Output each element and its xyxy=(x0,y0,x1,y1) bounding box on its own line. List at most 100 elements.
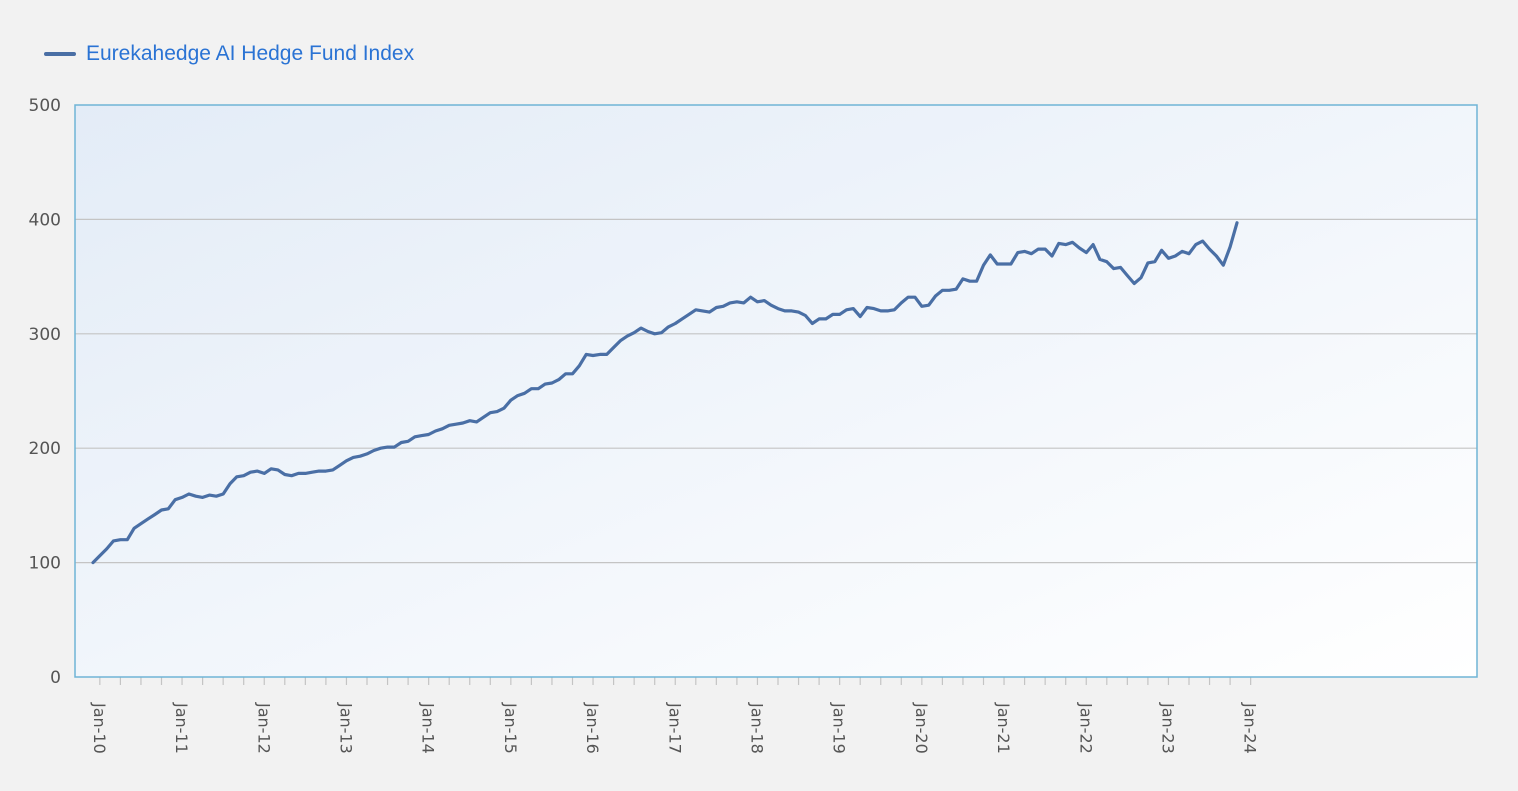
data-point[interactable] xyxy=(872,306,876,310)
data-point[interactable] xyxy=(372,448,376,452)
data-point[interactable] xyxy=(1111,266,1115,270)
data-point[interactable] xyxy=(961,277,965,281)
data-point[interactable] xyxy=(1214,254,1218,258)
data-point[interactable] xyxy=(221,492,225,496)
data-point[interactable] xyxy=(742,301,746,305)
data-point[interactable] xyxy=(748,295,752,299)
data-point[interactable] xyxy=(488,411,492,415)
data-point[interactable] xyxy=(577,364,581,368)
data-point[interactable] xyxy=(146,517,150,521)
data-point[interactable] xyxy=(269,467,273,471)
data-point[interactable] xyxy=(1118,265,1122,269)
data-point[interactable] xyxy=(152,512,156,516)
data-point[interactable] xyxy=(810,321,814,325)
data-point[interactable] xyxy=(1173,254,1177,258)
data-point[interactable] xyxy=(728,301,732,305)
data-point[interactable] xyxy=(289,473,293,477)
data-point[interactable] xyxy=(892,308,896,312)
data-point[interactable] xyxy=(927,303,931,307)
data-point[interactable] xyxy=(262,471,266,475)
data-point[interactable] xyxy=(673,321,677,325)
data-point[interactable] xyxy=(502,406,506,410)
data-point[interactable] xyxy=(111,539,115,543)
data-point[interactable] xyxy=(947,288,951,292)
data-point[interactable] xyxy=(1036,247,1040,251)
data-point[interactable] xyxy=(769,303,773,307)
data-point[interactable] xyxy=(1064,242,1068,246)
data-point[interactable] xyxy=(1228,245,1232,249)
data-point[interactable] xyxy=(605,352,609,356)
data-point[interactable] xyxy=(1187,252,1191,256)
data-point[interactable] xyxy=(639,326,643,330)
data-point[interactable] xyxy=(474,420,478,424)
data-point[interactable] xyxy=(563,372,567,376)
data-point[interactable] xyxy=(509,398,513,402)
data-point[interactable] xyxy=(194,494,198,498)
data-point[interactable] xyxy=(159,508,163,512)
data-point[interactable] xyxy=(1029,252,1033,256)
data-point[interactable] xyxy=(598,352,602,356)
data-point[interactable] xyxy=(1125,273,1129,277)
data-point[interactable] xyxy=(632,330,636,334)
data-point[interactable] xyxy=(557,377,561,381)
data-point[interactable] xyxy=(132,526,136,530)
data-point[interactable] xyxy=(858,314,862,318)
data-point[interactable] xyxy=(522,391,526,395)
data-point[interactable] xyxy=(529,387,533,391)
data-point[interactable] xyxy=(550,381,554,385)
data-point[interactable] xyxy=(1159,248,1163,252)
data-point[interactable] xyxy=(906,295,910,299)
data-point[interactable] xyxy=(851,306,855,310)
data-point[interactable] xyxy=(1050,254,1054,258)
data-point[interactable] xyxy=(420,433,424,437)
data-point[interactable] xyxy=(954,287,958,291)
data-point[interactable] xyxy=(433,429,437,433)
data-point[interactable] xyxy=(1091,242,1095,246)
data-point[interactable] xyxy=(591,353,595,357)
data-point[interactable] xyxy=(228,481,232,485)
data-point[interactable] xyxy=(296,471,300,475)
data-point[interactable] xyxy=(461,421,465,425)
data-point[interactable] xyxy=(844,308,848,312)
data-point[interactable] xyxy=(824,317,828,321)
data-point[interactable] xyxy=(303,471,307,475)
data-point[interactable] xyxy=(755,300,759,304)
data-point[interactable] xyxy=(242,473,246,477)
data-point[interactable] xyxy=(481,415,485,419)
data-point[interactable] xyxy=(988,253,992,257)
data-point[interactable] xyxy=(885,309,889,313)
data-point[interactable] xyxy=(406,439,410,443)
legend-label[interactable]: Eurekahedge AI Hedge Fund Index xyxy=(86,42,415,65)
data-point[interactable] xyxy=(1146,261,1150,265)
data-point[interactable] xyxy=(173,497,177,501)
data-point[interactable] xyxy=(1009,262,1013,266)
data-point[interactable] xyxy=(447,423,451,427)
data-point[interactable] xyxy=(399,440,403,444)
data-point[interactable] xyxy=(1016,250,1020,254)
data-point[interactable] xyxy=(543,382,547,386)
data-point[interactable] xyxy=(1098,257,1102,261)
data-point[interactable] xyxy=(913,295,917,299)
data-point[interactable] xyxy=(653,332,657,336)
data-point[interactable] xyxy=(1235,221,1239,225)
data-point[interactable] xyxy=(865,305,869,309)
data-point[interactable] xyxy=(1070,240,1074,244)
data-point[interactable] xyxy=(379,446,383,450)
data-point[interactable] xyxy=(139,522,143,526)
data-point[interactable] xyxy=(200,495,204,499)
data-point[interactable] xyxy=(324,469,328,473)
data-point[interactable] xyxy=(283,472,287,476)
data-point[interactable] xyxy=(516,393,520,397)
data-point[interactable] xyxy=(618,338,622,342)
data-point[interactable] xyxy=(611,345,615,349)
data-point[interactable] xyxy=(351,455,355,459)
data-point[interactable] xyxy=(940,288,944,292)
data-point[interactable] xyxy=(166,507,170,511)
data-point[interactable] xyxy=(879,309,883,313)
data-point[interactable] xyxy=(385,445,389,449)
data-point[interactable] xyxy=(1002,262,1006,266)
series-line-eurekahedge-ai-hedge-fund-index[interactable] xyxy=(91,221,1239,565)
data-point[interactable] xyxy=(310,470,314,474)
data-point[interactable] xyxy=(1022,249,1026,253)
data-point[interactable] xyxy=(1166,256,1170,260)
